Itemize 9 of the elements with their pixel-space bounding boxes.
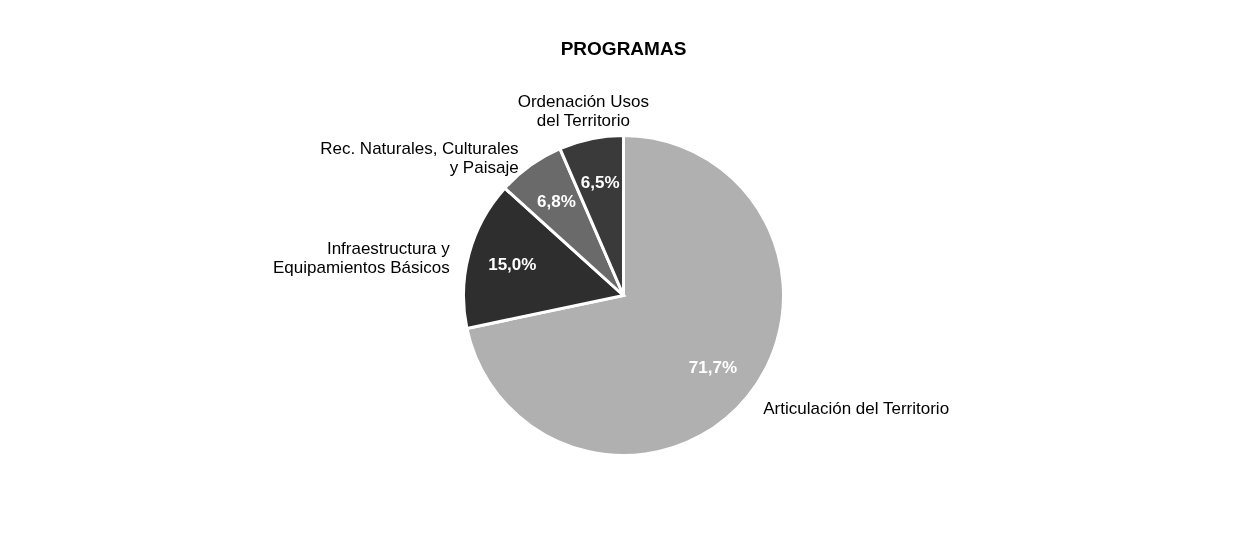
slice-label: Infraestructura y Equipamientos Básicos xyxy=(273,238,451,277)
chart-title: PROGRAMAS xyxy=(560,38,687,59)
slice-label: Articulación del Territorio xyxy=(763,398,950,418)
data-label: 15,0% xyxy=(488,255,537,275)
data-label: 6,8% xyxy=(537,191,576,211)
slice-label: Rec. Naturales, Culturales y Paisaje xyxy=(320,139,519,178)
data-label: 71,7% xyxy=(688,358,738,378)
slice-label: Ordenación Usos del Territorio xyxy=(517,91,650,130)
data-label: 6,5% xyxy=(580,172,620,192)
